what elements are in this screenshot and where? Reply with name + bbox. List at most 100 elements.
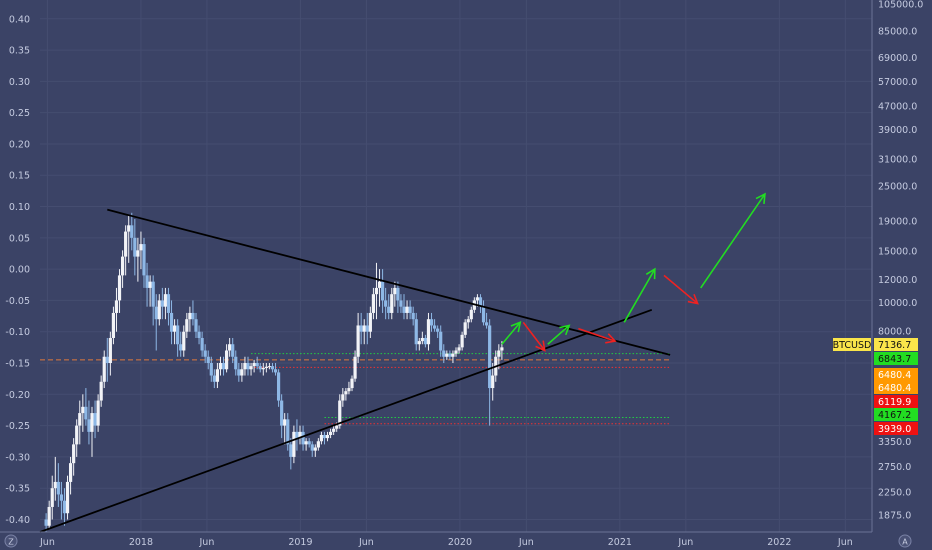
left-axis[interactable]: 0.40 0.35 0.30 0.25 0.20 0.15 0.10 0.05 0.00 -0.0… [5, 14, 30, 526]
x-tick-label: Jun [677, 537, 693, 548]
symbol-tag-box [833, 338, 871, 351]
candle-body [341, 394, 345, 401]
candle [90, 406, 94, 457]
candle-body [350, 378, 354, 389]
candle [194, 312, 198, 338]
candles [44, 212, 504, 532]
candle-body [203, 350, 207, 357]
candle [454, 347, 458, 357]
candle [218, 356, 223, 376]
candle [374, 262, 379, 320]
candle-body [255, 363, 259, 367]
time-axis[interactable]: Jun 2018 Jun 2019 Jun 2020 Jun 2021 Jun 2022 Jun [39, 537, 853, 548]
candle [228, 337, 232, 357]
candle-body [78, 413, 82, 426]
candle [469, 306, 473, 323]
candle [423, 334, 428, 348]
candle-body [142, 244, 146, 276]
right-tick-label: 57000.0 [878, 77, 917, 88]
candle-body [469, 309, 473, 320]
candle [283, 413, 287, 445]
trendlines [39, 208, 671, 533]
candle [292, 425, 296, 464]
candle-body [124, 231, 128, 257]
left-tick-label: -0.30 [5, 452, 30, 463]
x-tick-label: Jun [518, 537, 534, 548]
candle [276, 369, 281, 407]
candle [344, 388, 348, 401]
candle-body [68, 463, 73, 482]
candle [59, 481, 64, 520]
candle-body [102, 356, 106, 382]
candle-body [387, 306, 391, 313]
projection-arrow [547, 324, 571, 345]
candle-body [87, 419, 91, 432]
candle-body [362, 325, 366, 332]
candle-body [491, 375, 495, 389]
right-axis[interactable]: 105000.0 85000.0 69000.0 57000.0 47000.0 3900… [878, 0, 923, 522]
candle-body [261, 368, 265, 370]
candle [322, 431, 327, 445]
candle [197, 325, 201, 345]
candle [353, 350, 357, 382]
projection-arrow [501, 321, 522, 345]
candle-body [179, 344, 183, 351]
candle [451, 350, 455, 364]
candle [325, 431, 330, 442]
candle [316, 438, 320, 451]
candle-body [414, 319, 418, 345]
candle-body [359, 325, 363, 332]
candle [368, 306, 372, 338]
price-tag: 6843.7 [874, 352, 918, 365]
candle [172, 319, 177, 345]
arrow-shaft [623, 268, 656, 323]
candle-body [93, 413, 97, 426]
candle-body [460, 334, 464, 348]
left-tick-label: 0.30 [9, 77, 30, 88]
candle [108, 331, 112, 376]
projection-arrow [663, 274, 699, 305]
candle [396, 281, 400, 313]
x-tick-label: 2021 [608, 537, 632, 548]
candle [231, 337, 235, 364]
candle-body [344, 391, 348, 395]
candle-body [402, 306, 406, 313]
candle-body [347, 388, 351, 392]
candle-body [50, 488, 54, 507]
candle [429, 312, 434, 332]
symbol-label: BTCUSD [833, 340, 872, 351]
candle-body [249, 366, 253, 370]
candle [420, 331, 424, 345]
candle-body [338, 400, 342, 426]
candle-body [448, 353, 452, 357]
candle [328, 428, 333, 439]
symbol-price-tag: BTCUSD 7136.7 [833, 338, 918, 351]
candle-body [44, 519, 48, 526]
candle [111, 306, 116, 345]
zoom-reset-button[interactable]: Z [4, 534, 18, 548]
auto-scale-button[interactable]: A [898, 534, 912, 548]
candle [237, 363, 241, 382]
candle-body [319, 434, 324, 442]
candle-body [374, 287, 379, 295]
candle [350, 375, 354, 392]
candle [491, 363, 495, 401]
price-tag: 3939.0 [874, 422, 918, 435]
right-tick-label: 39000.0 [878, 125, 917, 136]
candle [188, 306, 192, 332]
price-tag-label: 4167.2 [878, 410, 911, 421]
left-tick-label: -0.25 [5, 421, 30, 432]
right-tick-label: 31000.0 [878, 154, 917, 165]
right-tick-label: 25000.0 [878, 182, 917, 193]
right-tick-label: 2250.0 [878, 487, 911, 498]
candle [249, 363, 253, 376]
candle-body [390, 294, 394, 313]
candle [411, 306, 415, 326]
candle-body [377, 281, 382, 288]
left-tick-label: 0.15 [9, 171, 30, 182]
candle [224, 344, 229, 373]
candle [145, 262, 149, 307]
candle-body [209, 363, 213, 376]
